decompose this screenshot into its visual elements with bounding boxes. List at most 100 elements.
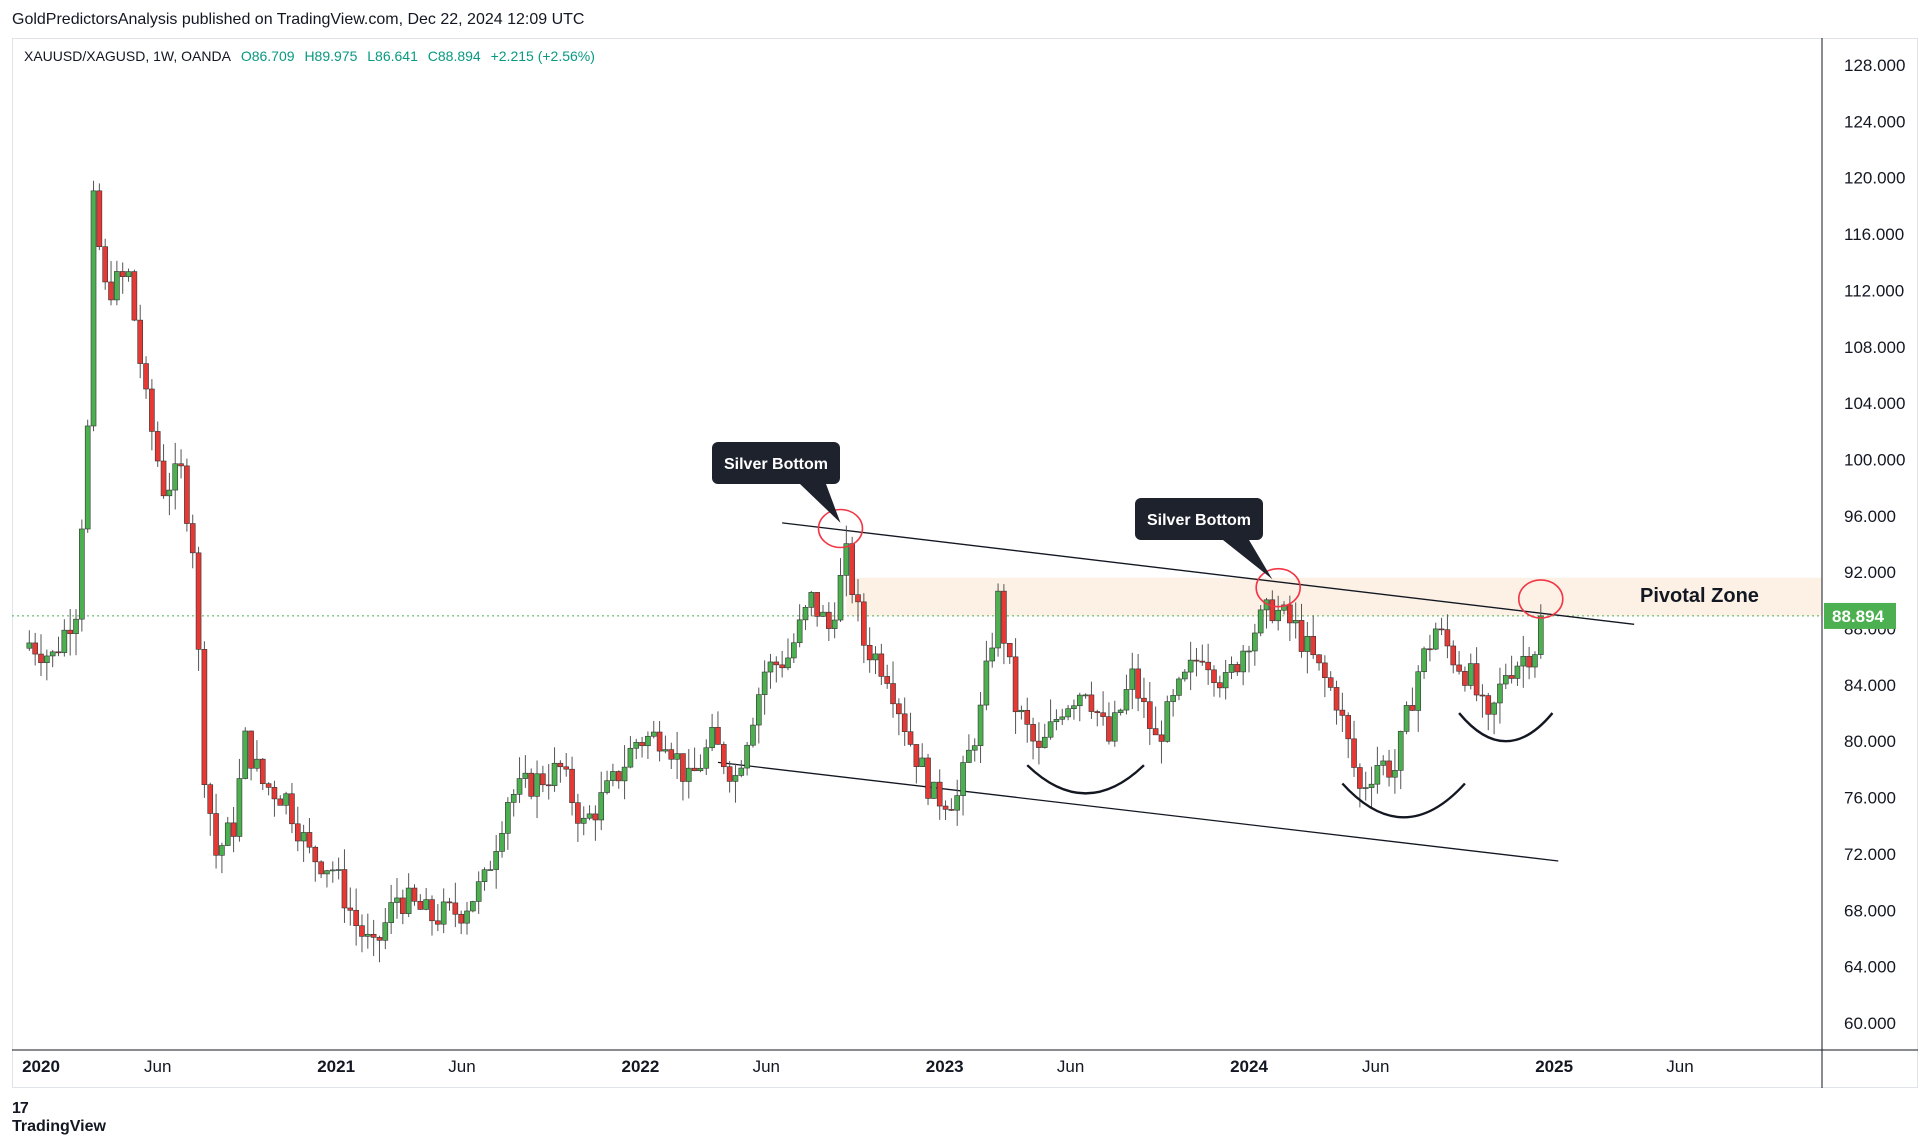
highlight-circle-2 (1255, 567, 1301, 608)
candle-body (1462, 670, 1468, 686)
candle-body (1357, 767, 1363, 789)
candle-body (989, 647, 996, 662)
axes-layer: 128.000 124.000 120.000 116.000 112.000 108.0… (12, 38, 1918, 1088)
legend-close: C88.894 (427, 48, 481, 64)
candle (44, 649, 50, 681)
candle-body (1362, 787, 1369, 789)
symbol-legend[interactable]: XAUUSD/XAGUSD, 1W, OANDA O86.709 H89.975… (24, 48, 601, 64)
candle (1532, 651, 1538, 678)
candle-body (1059, 716, 1066, 720)
candle (685, 749, 692, 799)
candle (435, 904, 441, 932)
candle (277, 795, 284, 806)
callout-pointer (800, 484, 841, 523)
candle-body (1053, 718, 1060, 723)
candle-body (1012, 656, 1019, 713)
candle (329, 861, 336, 883)
y-tick-label: 60.000 (1844, 1014, 1896, 1033)
candle (1450, 640, 1457, 674)
candle-body (779, 664, 785, 669)
candle-body (79, 528, 85, 620)
candle-body (796, 619, 803, 644)
candle-body (1170, 695, 1176, 702)
candle-body (376, 937, 383, 941)
candle-body (977, 704, 984, 746)
candle (650, 720, 657, 739)
candle (1199, 644, 1206, 666)
candle (1106, 702, 1112, 745)
candle (259, 757, 266, 790)
candle (1380, 755, 1387, 776)
candle-body (505, 802, 511, 834)
candle-body (592, 813, 599, 821)
candle (1432, 622, 1439, 651)
candle-body (656, 731, 663, 752)
candle (1304, 621, 1311, 674)
candle (1467, 653, 1474, 690)
candle (656, 721, 663, 762)
candle-body (1432, 628, 1439, 650)
candle-body (773, 661, 780, 666)
candle-body (960, 762, 966, 796)
tradingview-logo[interactable]: 17 TradingView (12, 1100, 106, 1136)
rounding-bottom-arc-2 (1341, 782, 1466, 819)
candle (67, 609, 73, 656)
candle-body (359, 925, 365, 937)
candle (1012, 638, 1019, 734)
x-tick-label: Jun (144, 1057, 171, 1076)
candle-body (545, 784, 552, 787)
x-tick-label: Jun (448, 1057, 475, 1076)
candle (224, 816, 231, 847)
candle (901, 697, 908, 746)
candle-body (855, 594, 861, 603)
candle-body (820, 611, 826, 617)
candle (1508, 655, 1515, 684)
candle (154, 421, 161, 467)
candle-body (435, 920, 441, 925)
candle-body (1187, 659, 1194, 673)
candle-body (26, 642, 33, 649)
candle-body (125, 271, 132, 277)
candle (1479, 684, 1486, 718)
candle (429, 895, 435, 936)
candle-body (1018, 709, 1025, 713)
candle (1193, 648, 1200, 677)
candle (335, 857, 342, 880)
candle-body (534, 773, 540, 797)
candle (995, 583, 1001, 657)
candle-body (639, 742, 645, 747)
candle (610, 763, 616, 787)
candle (1182, 669, 1188, 682)
candle (1205, 643, 1211, 685)
candle-body (1176, 678, 1182, 696)
candle (149, 379, 155, 451)
candle (674, 731, 680, 779)
candle (1228, 656, 1235, 680)
candle (394, 878, 400, 919)
candle (446, 897, 453, 911)
x-tick-label: 2020 (22, 1057, 60, 1076)
candle (750, 717, 756, 748)
candle-body (837, 575, 844, 621)
candle-body (1047, 721, 1054, 738)
candle (1117, 708, 1124, 716)
candle (1018, 705, 1025, 720)
candle (55, 636, 62, 657)
candle (254, 740, 260, 772)
silver-bottom-callout-1: Silver Bottom (712, 442, 841, 523)
candle-body (1205, 661, 1211, 671)
candle-body (49, 651, 56, 657)
candle (353, 888, 359, 946)
candle-body (843, 543, 850, 576)
candle-body (948, 809, 955, 811)
candle-body (901, 713, 908, 732)
candle (1409, 687, 1416, 712)
candle-body (84, 425, 91, 530)
candle (1170, 689, 1176, 717)
candle-body (1222, 672, 1229, 689)
candle (1415, 665, 1422, 732)
candle-body (732, 775, 739, 782)
candle (709, 713, 715, 751)
chart-frame[interactable] (12, 38, 1918, 1088)
